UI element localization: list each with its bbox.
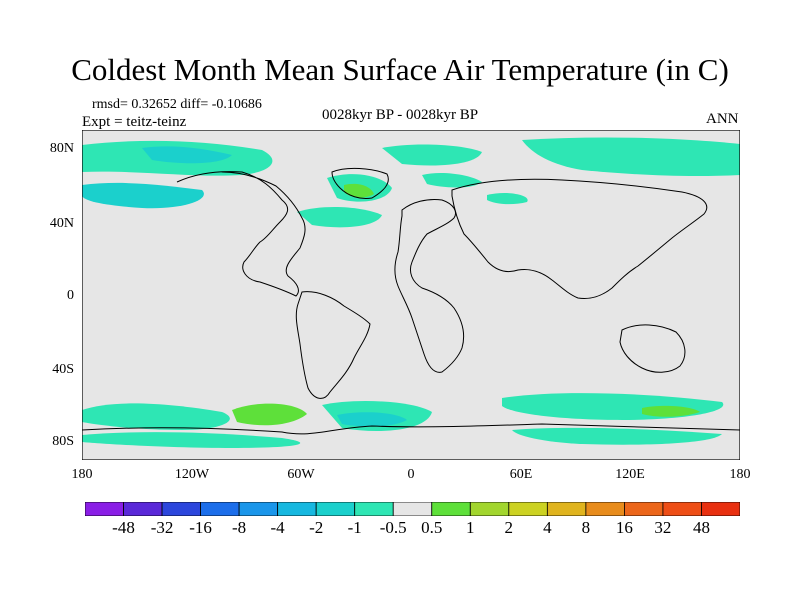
arctic-patch-west-inner — [142, 146, 232, 164]
coastlines — [82, 167, 740, 435]
colorbar-label: -0.5 — [379, 518, 407, 537]
north-america-patch — [82, 182, 204, 209]
experiment-label: Expt = teitz-teinz — [82, 114, 187, 130]
lon-tick: 60W — [287, 467, 315, 482]
colorbar-label: 2 — [504, 518, 514, 537]
colorbar-box — [392, 502, 433, 516]
colorbar-label: 48 — [693, 518, 710, 537]
north-atlantic-patch — [297, 206, 382, 228]
colorbar-box — [662, 502, 702, 516]
australia-coast — [619, 324, 686, 373]
lon-tick: 120E — [615, 467, 645, 482]
siberia-patch — [422, 172, 482, 188]
lon-tick: 60E — [509, 467, 533, 482]
southern-ocean-green — [232, 403, 307, 426]
colorbar-box — [585, 502, 625, 516]
lon-tick: 180 — [71, 467, 93, 482]
colorbar-box — [431, 502, 471, 516]
colorbar-label: -16 — [189, 518, 212, 537]
colorbar-box — [546, 502, 587, 516]
colorbar-label: 8 — [581, 518, 591, 537]
colorbar-label: -2 — [309, 518, 324, 537]
colorbar-box — [701, 502, 740, 516]
south-america-coast — [295, 291, 371, 399]
plot-title: Coldest Month Mean Surface Air Temperatu… — [71, 52, 729, 87]
greenland-green — [344, 183, 374, 198]
lat-tick: 40N — [49, 216, 74, 231]
asia-coast — [451, 178, 708, 299]
colorbar-box — [200, 502, 240, 516]
arctic-patch-east — [522, 137, 740, 177]
colorbar-box — [238, 502, 279, 516]
antarctic-coast-patch-east — [512, 427, 722, 445]
colorbar-box — [123, 502, 163, 516]
colorbar-label: 1 — [466, 518, 475, 537]
lat-tick: 80N — [49, 141, 74, 156]
southern-ocean-center-inner — [337, 412, 407, 427]
lat-tick: 0 — [67, 288, 74, 303]
colorbar-label: 32 — [654, 518, 672, 537]
north-america-coast — [176, 171, 306, 297]
colorbar-box — [354, 502, 394, 516]
colorbar-label: -4 — [270, 518, 285, 537]
lat-tick: 40S — [52, 362, 74, 377]
lon-tick: 180 — [729, 467, 751, 482]
period-label: 0028kyr BP - 0028kyr BP — [322, 107, 479, 123]
anomaly-patches — [82, 137, 740, 448]
colorbar-box — [85, 502, 124, 516]
colorbar-label: -32 — [150, 518, 174, 537]
southern-ocean-west — [82, 403, 230, 430]
world-map — [82, 130, 740, 460]
greenland-coast — [331, 167, 389, 199]
eurasia-patch — [487, 192, 528, 205]
season-label: ANN — [706, 111, 739, 127]
colorbar-label: -8 — [232, 518, 247, 537]
colorbar-label: 16 — [615, 518, 633, 537]
colorbar-label: -48 — [112, 518, 135, 537]
colorbar-box — [469, 502, 510, 516]
arctic-patch-center — [382, 144, 482, 166]
colorbar-box — [161, 502, 201, 516]
europe-africa-coast — [394, 199, 465, 373]
lon-tick: 120W — [174, 467, 210, 482]
colorbar-box — [624, 502, 664, 516]
colorbar-box — [508, 502, 548, 516]
stats-label: rmsd= 0.32652 diff= -0.10686 — [92, 97, 262, 112]
colorbar-box — [277, 502, 317, 516]
colorbar-label: -1 — [347, 518, 362, 537]
southern-ocean-east-green — [642, 405, 700, 417]
antarctic-coast-patch — [82, 432, 301, 448]
antarctica-coast — [82, 423, 740, 435]
lon-tick: 0 — [407, 467, 415, 482]
lat-tick: 80S — [52, 434, 74, 449]
colorbar-box — [315, 502, 356, 516]
colorbar-label: 0.5 — [421, 518, 443, 537]
colorbar-label: 4 — [543, 518, 552, 537]
colorbar — [85, 502, 740, 516]
